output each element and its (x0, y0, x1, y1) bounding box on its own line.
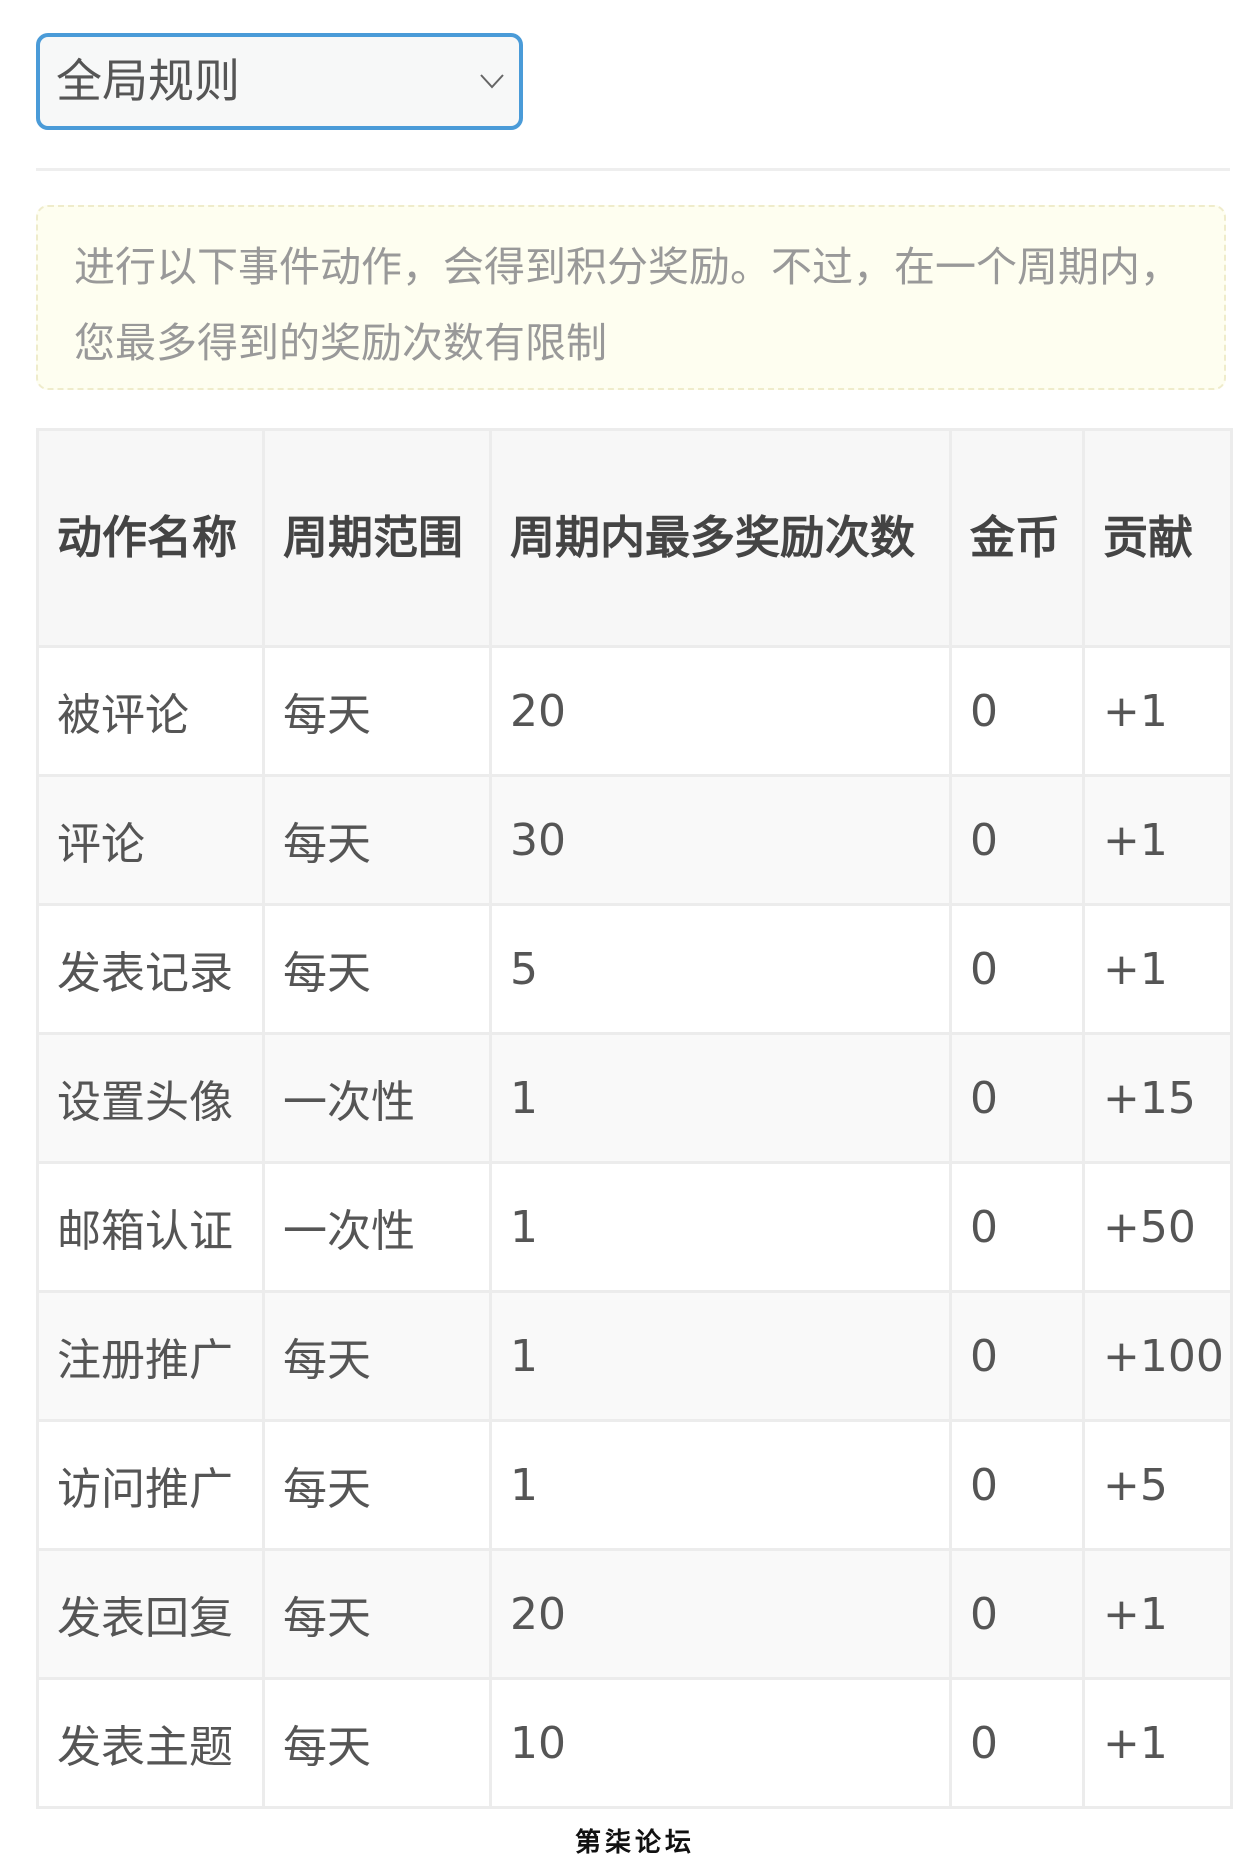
cell-max-rewards: 20 (489, 1548, 952, 1680)
rule-select[interactable]: 全局规则 (36, 33, 523, 130)
cell-period: 每天 (262, 1419, 492, 1551)
cell-action-name: 被评论 (36, 645, 265, 777)
cell-action-name: 发表记录 (36, 903, 265, 1035)
cell-coins: 0 (949, 1548, 1085, 1680)
cell-period: 每天 (262, 1548, 492, 1680)
cell-max-rewards: 20 (489, 645, 952, 777)
cell-action-name: 邮箱认证 (36, 1161, 265, 1293)
cell-max-rewards: 1 (489, 1290, 952, 1422)
header-contribution: 贡献 (1082, 428, 1233, 648)
cell-max-rewards: 10 (489, 1677, 952, 1809)
cell-coins: 0 (949, 1032, 1085, 1164)
notice-box: 进行以下事件动作，会得到积分奖励。不过，在一个周期内，您最多得到的奖励次数有限制 (36, 205, 1226, 390)
table-header-row: 动作名称 周期范围 周期内最多奖励次数 金币 贡献 (36, 428, 1233, 648)
table-row: 设置头像 一次性 1 0 +15 (36, 1032, 1233, 1164)
cell-contribution: +1 (1082, 1548, 1233, 1680)
cell-period: 一次性 (262, 1032, 492, 1164)
cell-action-name: 访问推广 (36, 1419, 265, 1551)
table-row: 评论 每天 30 0 +1 (36, 774, 1233, 906)
cell-action-name: 评论 (36, 774, 265, 906)
cell-action-name: 设置头像 (36, 1032, 265, 1164)
cell-contribution: +50 (1082, 1161, 1233, 1293)
cell-action-name: 发表回复 (36, 1548, 265, 1680)
cell-contribution: +1 (1082, 645, 1233, 777)
cell-coins: 0 (949, 1419, 1085, 1551)
cell-coins: 0 (949, 1677, 1085, 1809)
table-row: 发表记录 每天 5 0 +1 (36, 903, 1233, 1035)
cell-contribution: +1 (1082, 1677, 1233, 1809)
reward-rules-table: 动作名称 周期范围 周期内最多奖励次数 金币 贡献 被评论 每天 20 0 +1 评论 每天… (36, 428, 1233, 1809)
cell-period: 每天 (262, 903, 492, 1035)
cell-coins: 0 (949, 903, 1085, 1035)
header-max-rewards: 周期内最多奖励次数 (489, 428, 952, 648)
cell-period: 每天 (262, 1290, 492, 1422)
table-row: 发表主题 每天 10 0 +1 (36, 1677, 1233, 1809)
table-row: 被评论 每天 20 0 +1 (36, 645, 1233, 777)
cell-action-name: 注册推广 (36, 1290, 265, 1422)
cell-period: 一次性 (262, 1161, 492, 1293)
table-row: 注册推广 每天 1 0 +100 (36, 1290, 1233, 1422)
table-row: 发表回复 每天 20 0 +1 (36, 1548, 1233, 1680)
cell-max-rewards: 1 (489, 1161, 952, 1293)
header-coins: 金币 (949, 428, 1085, 648)
cell-period: 每天 (262, 774, 492, 906)
cell-max-rewards: 30 (489, 774, 952, 906)
cell-contribution: +1 (1082, 903, 1233, 1035)
cell-coins: 0 (949, 645, 1085, 777)
cell-coins: 0 (949, 1290, 1085, 1422)
cell-max-rewards: 5 (489, 903, 952, 1035)
rule-select-value: 全局规则 (56, 54, 240, 108)
cell-coins: 0 (949, 774, 1085, 906)
cell-contribution: +1 (1082, 774, 1233, 906)
cell-contribution: +100 (1082, 1290, 1233, 1422)
cell-max-rewards: 1 (489, 1032, 952, 1164)
chevron-down-icon (480, 74, 504, 89)
watermark: 第柒论坛 (575, 1828, 696, 1858)
table-row: 访问推广 每天 1 0 +5 (36, 1419, 1233, 1551)
header-period: 周期范围 (262, 428, 492, 648)
cell-contribution: +15 (1082, 1032, 1233, 1164)
cell-coins: 0 (949, 1161, 1085, 1293)
cell-action-name: 发表主题 (36, 1677, 265, 1809)
cell-period: 每天 (262, 1677, 492, 1809)
cell-max-rewards: 1 (489, 1419, 952, 1551)
table-row: 邮箱认证 一次性 1 0 +50 (36, 1161, 1233, 1293)
header-action-name: 动作名称 (36, 428, 265, 648)
divider (36, 168, 1230, 171)
cell-contribution: +5 (1082, 1419, 1233, 1551)
cell-period: 每天 (262, 645, 492, 777)
